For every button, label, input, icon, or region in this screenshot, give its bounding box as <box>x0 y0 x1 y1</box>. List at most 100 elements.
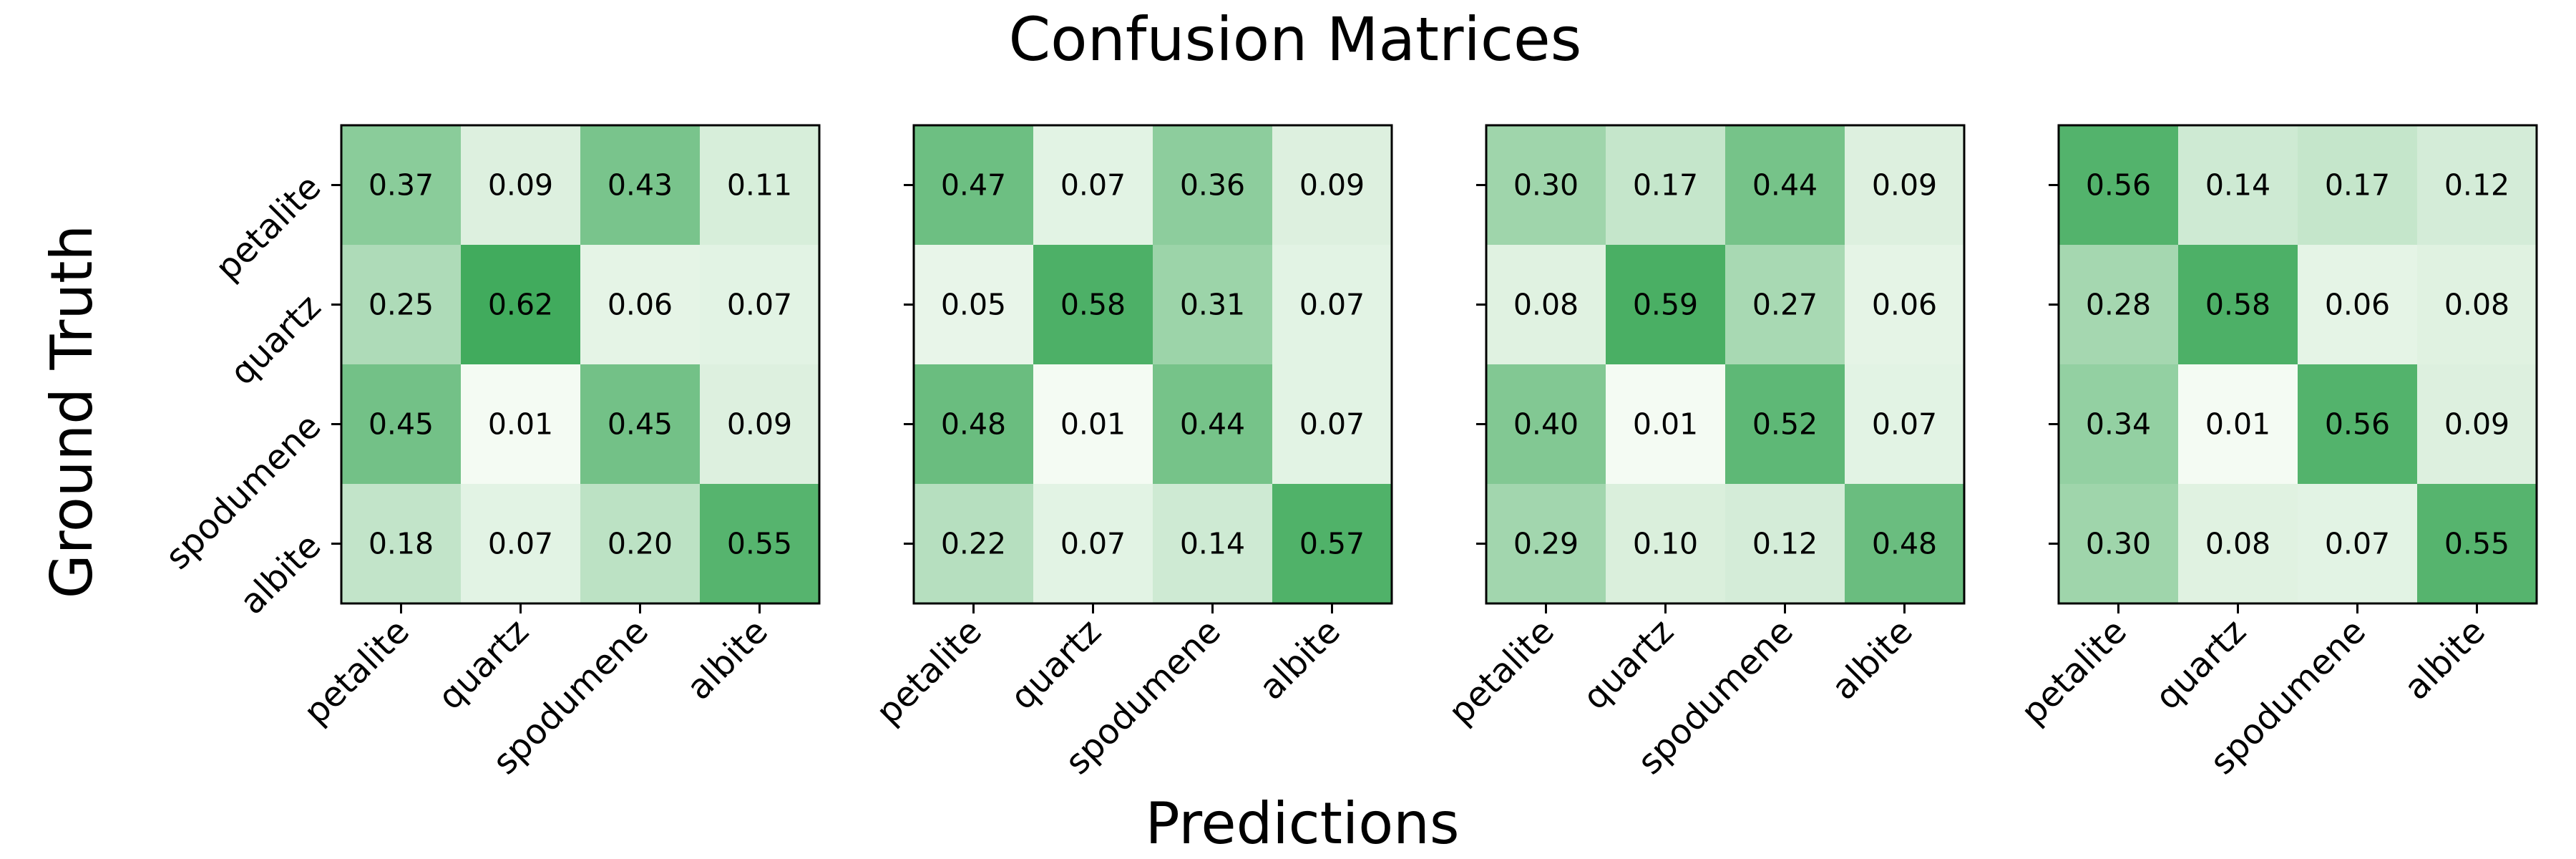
matrix-cell <box>1272 125 1392 245</box>
cell-value-label: 0.27 <box>1752 288 1818 322</box>
matrix-cell <box>1606 364 1725 484</box>
cell-value-label: 0.08 <box>2205 527 2270 561</box>
matrix-cell <box>1486 364 1606 484</box>
x-tick-label: petalite <box>869 611 990 732</box>
cell-value-label: 0.09 <box>488 168 553 203</box>
matrix-cell <box>461 484 580 603</box>
cell-value-label: 0.07 <box>727 288 792 322</box>
matrix-cell <box>1272 484 1392 603</box>
cell-value-label: 0.31 <box>1180 288 1245 322</box>
matrix-cell <box>2059 364 2178 484</box>
matrix-cell <box>2417 245 2537 364</box>
cell-value-label: 0.07 <box>1060 527 1126 561</box>
matrix-cell <box>580 364 700 484</box>
y-tick-label: albite <box>232 525 328 622</box>
matrix-cell <box>341 364 461 484</box>
matrix-cell <box>914 484 1033 603</box>
matrix-cell <box>2417 484 2537 603</box>
matrix-cell <box>2178 245 2298 364</box>
matrix-frame <box>340 124 821 605</box>
cell-value-label: 0.55 <box>727 527 792 561</box>
cell-value-label: 0.08 <box>1513 288 1579 322</box>
matrix-cell <box>1153 364 1272 484</box>
cell-value-label: 0.45 <box>608 407 673 442</box>
matrix-cell <box>2298 484 2417 603</box>
matrix-cell <box>1272 245 1392 364</box>
matrix-cell <box>1725 364 1845 484</box>
cell-value-label: 0.20 <box>608 527 673 561</box>
cell-value-label: 0.59 <box>1633 288 1698 322</box>
cell-value-label: 0.52 <box>1752 407 1818 442</box>
matrix-cell <box>2059 245 2178 364</box>
cell-value-label: 0.34 <box>2086 407 2151 442</box>
cell-value-label: 0.12 <box>2444 168 2509 203</box>
x-tick-label: quartz <box>1002 611 1109 718</box>
matrix-cell <box>700 125 819 245</box>
cell-value-label: 0.58 <box>1060 288 1126 322</box>
cell-value-label: 0.09 <box>2444 407 2509 442</box>
cell-value-label: 0.17 <box>1633 168 1698 203</box>
cell-value-label: 0.22 <box>941 527 1006 561</box>
x-tick-label: albite <box>1252 611 1348 708</box>
matrix-cell <box>700 364 819 484</box>
matrix-cell <box>1486 125 1606 245</box>
x-tick-label: quartz <box>1575 611 1682 718</box>
matrix-cell <box>461 125 580 245</box>
cell-value-label: 0.07 <box>1872 407 1937 442</box>
matrix-cell <box>2417 125 2537 245</box>
x-tick-label: albite <box>1824 611 1921 708</box>
cell-value-label: 0.14 <box>1180 527 1245 561</box>
cell-value-label: 0.58 <box>2205 288 2270 322</box>
cell-value-label: 0.01 <box>488 407 553 442</box>
cell-value-label: 0.05 <box>941 288 1006 322</box>
matrix-cell <box>341 245 461 364</box>
cell-value-label: 0.07 <box>488 527 553 561</box>
cell-value-label: 0.07 <box>1060 168 1126 203</box>
matrix-cell <box>2417 364 2537 484</box>
cell-value-label: 0.36 <box>1180 168 1245 203</box>
cell-value-label: 0.12 <box>1752 527 1818 561</box>
matrix-cell <box>2298 125 2417 245</box>
cell-value-label: 0.14 <box>2205 168 2270 203</box>
matrix-cell <box>1845 364 1964 484</box>
cell-value-label: 0.43 <box>608 168 673 203</box>
matrix-cell <box>1486 484 1606 603</box>
matrix-cell <box>2178 364 2298 484</box>
matrix-cell <box>1272 364 1392 484</box>
cell-value-label: 0.07 <box>1299 288 1365 322</box>
matrix-cell <box>341 125 461 245</box>
x-tick-label: albite <box>2396 611 2493 708</box>
cell-value-label: 0.17 <box>2325 168 2390 203</box>
matrix-cell <box>2298 245 2417 364</box>
cell-value-label: 0.47 <box>941 168 1006 203</box>
matrix-cell <box>341 484 461 603</box>
cell-value-label: 0.29 <box>1513 527 1579 561</box>
y-axis-label: Ground Truth <box>39 225 105 598</box>
cell-value-label: 0.56 <box>2325 407 2390 442</box>
matrix-cell <box>1845 484 1964 603</box>
x-tick-label: quartz <box>2147 611 2254 718</box>
cell-value-label: 0.37 <box>369 168 434 203</box>
cell-value-label: 0.25 <box>369 288 434 322</box>
confusion-matrix-3: 0.30 0.17 0.44 0.09 0.08 0.59 0.27 0.06 0.40 0.01… <box>1441 124 1966 782</box>
matrix-frame <box>912 124 1393 605</box>
matrix-panels: 0.37 0.09 0.43 0.11 0.25 0.62 0.06 0.07 0.45 0.01… <box>157 124 2538 782</box>
cell-value-label: 0.45 <box>369 407 434 442</box>
matrix-cell <box>1725 484 1845 603</box>
cell-value-label: 0.57 <box>1299 527 1365 561</box>
matrix-frame <box>2057 124 2538 605</box>
matrix-cell <box>461 245 580 364</box>
matrix-cell <box>1033 484 1153 603</box>
cell-value-label: 0.01 <box>2205 407 2270 442</box>
cell-value-label: 0.44 <box>1752 168 1818 203</box>
cell-value-label: 0.07 <box>2325 527 2390 561</box>
cell-value-label: 0.08 <box>2444 288 2509 322</box>
matrix-cell <box>1725 125 1845 245</box>
matrix-cell <box>461 364 580 484</box>
matrix-cell <box>1033 245 1153 364</box>
x-axis-label: Predictions <box>1145 790 1459 857</box>
confusion-matrix-4: 0.56 0.14 0.17 0.12 0.28 0.58 0.06 0.08 0.34 0.01… <box>2014 124 2538 782</box>
matrix-cell <box>1606 125 1725 245</box>
cell-value-label: 0.11 <box>727 168 792 203</box>
